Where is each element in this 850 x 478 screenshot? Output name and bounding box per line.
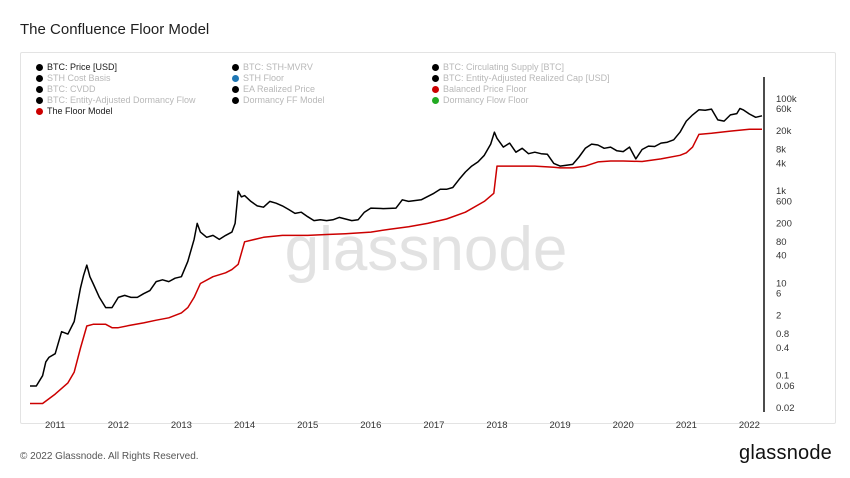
x-tick-label: 2020 (613, 420, 634, 431)
legend-label: Balanced Price Floor (443, 84, 527, 94)
watermark: glassnode (285, 215, 568, 284)
legend-label: Dormancy Flow Floor (443, 95, 529, 105)
legend-dot (232, 97, 239, 104)
series-layer (30, 107, 763, 405)
legend-item[interactable]: Dormancy FF Model (232, 95, 325, 106)
legend-dot (36, 64, 43, 71)
y-tick-label: 8k (776, 145, 786, 156)
y-tick-label: 2 (776, 311, 781, 322)
legend-item[interactable]: BTC: Entity-Adjusted Dormancy Flow (36, 95, 196, 106)
legend-dot (36, 97, 43, 104)
x-tick-label: 2021 (676, 420, 697, 431)
legend-dot (232, 64, 239, 71)
legend-item[interactable]: EA Realized Price (232, 84, 315, 95)
y-tick-label: 4k (776, 158, 786, 169)
legend-label: STH Floor (243, 73, 285, 83)
legend-item[interactable]: The Floor Model (36, 106, 113, 117)
x-tick-label: 2017 (423, 420, 444, 431)
legend-label: The Floor Model (47, 106, 113, 116)
chart-card (20, 52, 836, 424)
legend-label: Dormancy FF Model (243, 95, 325, 105)
y-tick-label: 40 (776, 251, 787, 262)
y-tick-label: 0.4 (776, 343, 789, 354)
legend-item[interactable]: Dormancy Flow Floor (432, 95, 529, 106)
y-tick-label: 100k (776, 94, 797, 105)
x-tick-label: 2013 (171, 420, 192, 431)
legend-dot (36, 75, 43, 82)
x-tick-label: 2011 (45, 420, 65, 431)
legend-dot (432, 64, 439, 71)
y-tick-label: 0.06 (776, 381, 795, 392)
legend-label: BTC: STH-MVRV (243, 62, 313, 72)
legend-dot (432, 86, 439, 93)
y-tick-label: 80 (776, 237, 787, 248)
legend-item[interactable]: BTC: Entity-Adjusted Realized Cap [USD] (432, 73, 610, 84)
legend-item[interactable]: BTC: Price [USD] (36, 62, 117, 73)
y-tick-labels: 100k60k20k8k4k1k600200804010620.80.40.10… (776, 94, 797, 414)
legend-dot (232, 86, 239, 93)
legend-item[interactable]: STH Cost Basis (36, 73, 111, 84)
legend-dot (432, 75, 439, 82)
x-tick-label: 2016 (360, 420, 381, 431)
y-tick-label: 20k (776, 126, 792, 137)
y-tick-label: 1k (776, 186, 786, 197)
copyright: © 2022 Glassnode. All Rights Reserved. (20, 451, 199, 462)
x-tick-label: 2012 (108, 420, 129, 431)
chart-title: The Confluence Floor Model (20, 21, 210, 38)
y-tick-label: 10 (776, 279, 787, 290)
y-tick-label: 0.02 (776, 403, 795, 414)
x-tick-label: 2018 (486, 420, 507, 431)
legend-dot (36, 86, 43, 93)
legend-dot (232, 75, 239, 82)
legend-item[interactable]: BTC: STH-MVRV (232, 62, 313, 73)
x-tick-label: 2015 (297, 420, 318, 431)
floor-model-line (30, 128, 762, 405)
y-tick-label: 200 (776, 218, 792, 229)
x-tick-label: 2022 (739, 420, 760, 431)
y-tick-label: 600 (776, 196, 792, 207)
legend-label: BTC: Price [USD] (47, 62, 118, 72)
y-tick-label: 6 (776, 289, 781, 300)
y-tick-label: 0.1 (776, 371, 789, 382)
legend-label: BTC: Circulating Supply [BTC] (443, 62, 565, 72)
legend-label: BTC: CVDD (47, 84, 96, 94)
legend-label: BTC: Entity-Adjusted Dormancy Flow (47, 95, 196, 105)
y-tick-label: 0.8 (776, 329, 789, 340)
x-tick-label: 2019 (550, 420, 571, 431)
btc-price-line (30, 107, 763, 387)
x-tick-label: 2014 (234, 420, 255, 431)
legend-item[interactable]: Balanced Price Floor (432, 84, 527, 95)
legend-item[interactable]: STH Floor (232, 73, 284, 84)
legend-dot (36, 108, 43, 115)
legend-item[interactable]: BTC: Circulating Supply [BTC] (432, 62, 564, 73)
legend-label: STH Cost Basis (47, 73, 111, 83)
legend-item[interactable]: BTC: CVDD (36, 84, 96, 95)
glassnode-logo: glassnode (739, 442, 832, 464)
legend-dot (432, 97, 439, 104)
y-tick-label: 60k (776, 104, 792, 115)
legend-label: EA Realized Price (243, 84, 316, 94)
legend-label: BTC: Entity-Adjusted Realized Cap [USD] (443, 73, 610, 83)
x-tick-labels: 2011 2012 2013 2014 2015 2016 2017 2018 2019 2020… (45, 420, 760, 431)
